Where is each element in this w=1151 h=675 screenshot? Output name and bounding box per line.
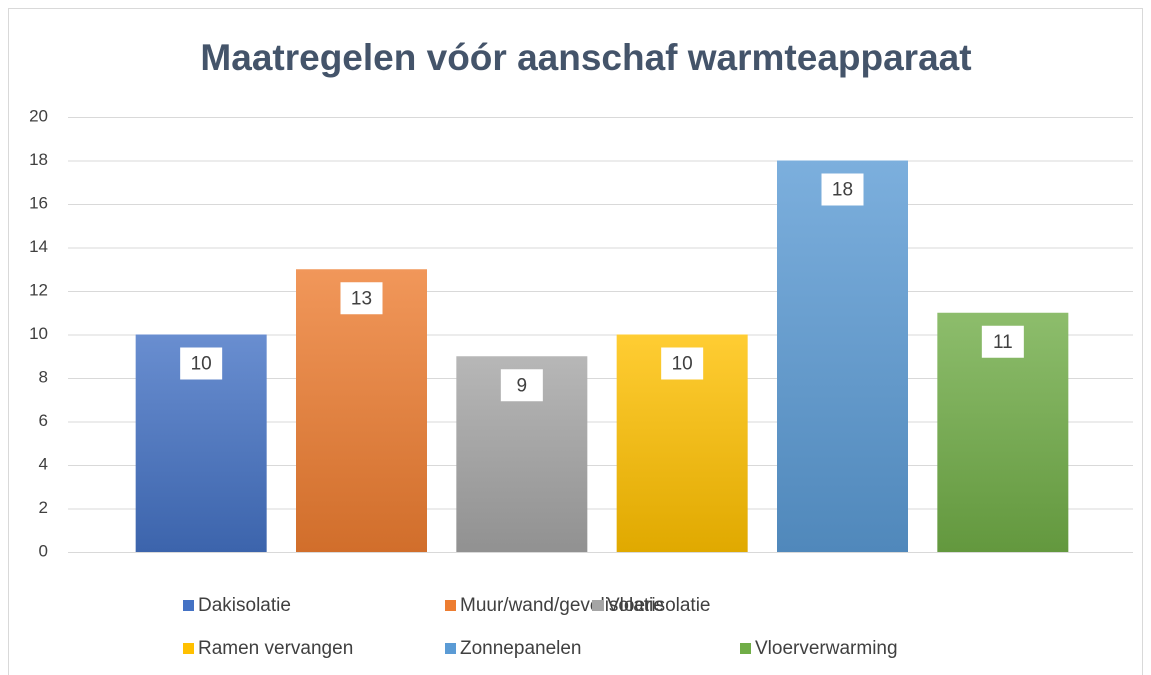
data-label-box <box>180 347 223 380</box>
legend-label: Muur/wand/gevelisolatie <box>460 595 664 616</box>
legend-swatch <box>183 600 194 611</box>
y-tick-label: 18 <box>29 150 48 169</box>
legend-label: Zonnepanelen <box>460 638 582 659</box>
legend-label: Vloerverwarming <box>755 638 898 659</box>
y-tick-label: 12 <box>29 280 48 299</box>
legend-swatch <box>445 600 456 611</box>
y-tick-label: 6 <box>39 411 48 430</box>
data-label: 18 <box>832 180 853 201</box>
y-tick-label: 4 <box>39 454 48 473</box>
legend-swatch <box>592 600 603 611</box>
legend-swatch <box>445 643 456 654</box>
data-label-box <box>340 282 383 315</box>
y-tick-label: 2 <box>39 498 48 517</box>
data-label-box <box>821 173 864 206</box>
y-tick-label: 8 <box>39 367 48 386</box>
bar <box>296 269 427 552</box>
bar <box>777 160 908 552</box>
chart-title: Maatregelen vóór aanschaf warmteapparaat <box>200 37 971 78</box>
legend-swatch <box>740 643 751 654</box>
data-label: 9 <box>517 375 528 396</box>
y-tick-label: 0 <box>39 541 48 560</box>
data-label: 10 <box>672 354 693 375</box>
legend-label: Ramen vervangen <box>198 638 353 659</box>
y-tick-label: 20 <box>29 106 48 125</box>
data-label: 10 <box>191 354 212 375</box>
legend-label: Dakisolatie <box>198 595 291 616</box>
data-label-box <box>981 325 1024 358</box>
y-tick-label: 16 <box>29 193 48 212</box>
data-label: 11 <box>993 332 1013 353</box>
legend-label: Vloerisolatie <box>607 595 711 616</box>
y-tick-label: 14 <box>29 237 48 256</box>
data-label-box <box>500 369 543 402</box>
data-label: 13 <box>351 288 372 309</box>
legend-swatch <box>183 643 194 654</box>
y-tick-label: 10 <box>29 324 48 343</box>
data-label-box <box>661 347 704 380</box>
